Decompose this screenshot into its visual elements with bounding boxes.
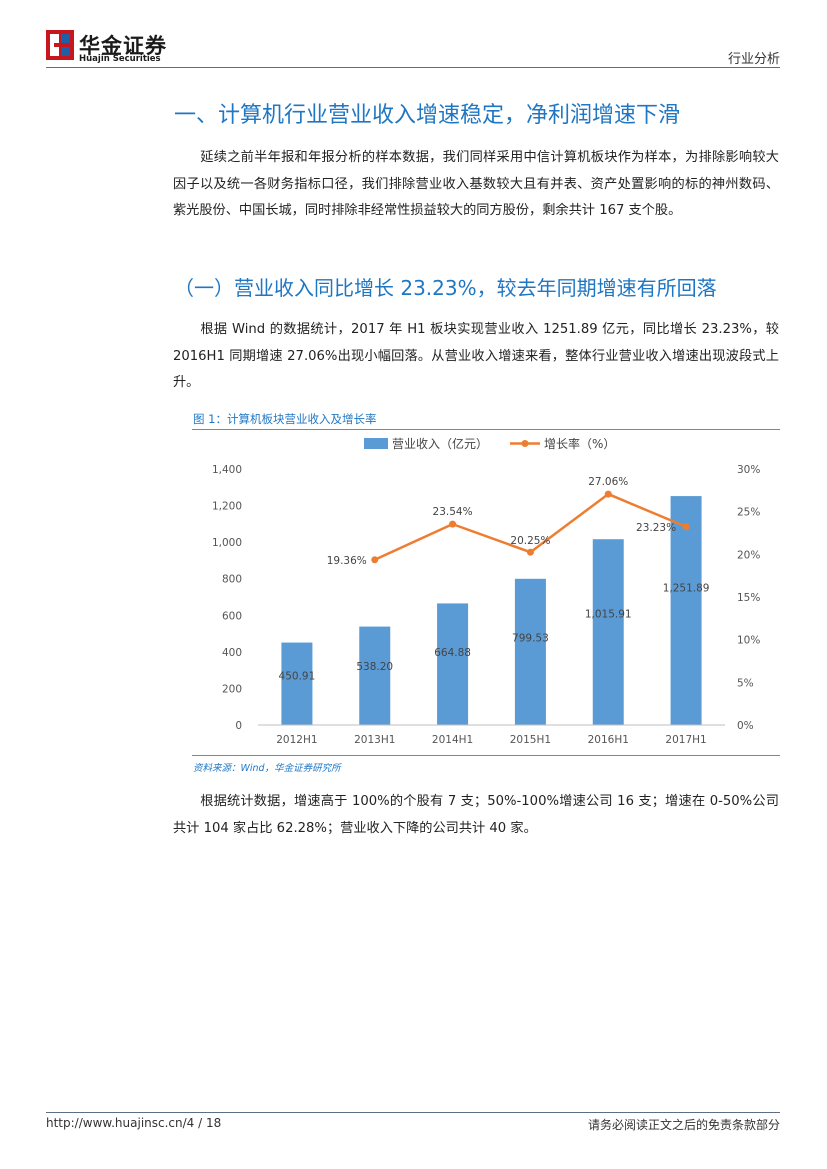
y-left-tick-label: 1,200: [212, 501, 242, 513]
figure-source: 资料来源：Wind，华金证券研究所: [193, 763, 341, 774]
x-tick-label: 2016H1: [588, 734, 629, 746]
bar-revenue-2012H1: [281, 642, 313, 725]
x-tick-label: 2013H1: [354, 734, 395, 746]
legend-swatch-growth-marker: [521, 440, 529, 447]
footer-link[interactable]: http://www.huajinsc.cn/4 / 18: [46, 1116, 221, 1130]
figure-caption: 图 1：计算机板块营业收入及增长率: [193, 412, 377, 426]
bar-data-label: 450.91: [279, 671, 316, 683]
growth-point-2016H1: [604, 490, 612, 498]
growth-point-2013H1: [371, 556, 379, 564]
revenue-growth-chart: 营业收入（亿元） 增长率（%） 0 200 400 600 800 1,000 1,200 1,4…: [212, 436, 760, 746]
footer-disclaimer: 请务必阅读正文之后的免责条款部分: [587, 1118, 780, 1132]
footer-url[interactable]: http://www.huajinsc.cn/: [46, 1116, 187, 1130]
logo-mark-icon: [46, 30, 74, 60]
growth-point-2015H1: [526, 548, 534, 556]
growth-point-2017H1: [682, 523, 690, 531]
x-tick-label: 2017H1: [665, 734, 706, 746]
page-number: 4 / 18: [186, 1116, 222, 1130]
paragraph-text: 根据 Wind 的数据统计，2017 年 H1 板块实现营业收入 1251.89…: [173, 322, 779, 390]
section-title: 一、计算机行业营业收入增速稳定，净利润增速下滑: [174, 103, 681, 128]
y-right-tick-label: 30%: [737, 464, 760, 476]
y-left-tick-label: 600: [222, 610, 242, 622]
y-left-tick-label: 1,000: [212, 537, 242, 549]
y-left-tick-label: 200: [222, 683, 242, 695]
report-type-label: 行业分析: [727, 52, 780, 67]
bar-revenue-2016H1: [592, 539, 624, 725]
bar-revenue-2014H1: [437, 603, 469, 725]
subsection-title: （一）营业收入同比增长 23.23%，较去年同期增速有所回落: [174, 276, 717, 300]
bar-data-label: 1,251.89: [663, 583, 710, 595]
paragraph-text: 根据统计数据，增速高于 100%的个股有 7 支；50%-100%增速公司 16…: [173, 794, 779, 836]
legend-label-revenue: 营业收入（亿元）: [392, 436, 488, 451]
bar-revenue-2015H1: [514, 578, 546, 725]
paragraph-revenue-growth: 根据 Wind 的数据统计，2017 年 H1 板块实现营业收入 1251.89…: [173, 317, 779, 397]
bar-data-label: 538.20: [356, 661, 393, 673]
y-left-tick-label: 400: [222, 647, 242, 659]
growth-point-2014H1: [449, 520, 457, 528]
bar-data-label: 799.53: [512, 632, 549, 644]
growth-data-label: 27.06%: [588, 476, 628, 488]
growth-data-label: 20.25%: [510, 535, 550, 547]
growth-data-label: 23.23%: [636, 522, 676, 534]
logo-text-en: Huajin Securities: [79, 54, 161, 64]
logo-text-cn: 华金证券: [79, 34, 167, 58]
y-left-tick-label: 0: [235, 720, 242, 732]
x-tick-label: 2012H1: [276, 734, 317, 746]
paragraph-growth-distribution: 根据统计数据，增速高于 100%的个股有 7 支；50%-100%增速公司 16…: [173, 789, 779, 842]
y-right-tick-label: 0%: [737, 720, 754, 732]
growth-data-label: 19.36%: [327, 555, 367, 567]
y-left-tick-label: 1,400: [212, 464, 242, 476]
bar-revenue-2017H1: [670, 496, 702, 725]
y-right-tick-label: 20%: [737, 549, 760, 561]
bar-revenue-2013H1: [359, 626, 391, 725]
y-right-tick-label: 15%: [737, 592, 760, 604]
paragraph-sample-description: 延续之前半年报和年报分析的样本数据，我们同样采用中信计算机板块作为样本，为排除影…: [173, 145, 779, 225]
y-left-tick-label: 800: [222, 574, 242, 586]
x-tick-label: 2015H1: [510, 734, 551, 746]
paragraph-text: 延续之前半年报和年报分析的样本数据，我们同样采用中信计算机板块作为样本，为排除影…: [173, 150, 779, 218]
bar-data-label: 664.88: [434, 647, 471, 659]
legend-label-growth: 增长率（%）: [544, 436, 615, 451]
bar-data-label: 1,015.91: [585, 609, 632, 621]
y-right-tick-label: 25%: [737, 507, 760, 519]
growth-data-label: 23.54%: [433, 506, 473, 518]
y-right-tick-label: 5%: [737, 677, 754, 689]
company-logo: 华金证券 Huajin Securities: [46, 30, 226, 64]
footer-divider: [46, 1112, 780, 1113]
y-right-tick-label: 10%: [737, 635, 760, 647]
figure-top-rule: [192, 429, 780, 430]
x-tick-label: 2014H1: [432, 734, 473, 746]
header-divider: [46, 67, 780, 68]
figure-bottom-rule: [192, 755, 780, 756]
legend-swatch-revenue: [364, 438, 388, 449]
